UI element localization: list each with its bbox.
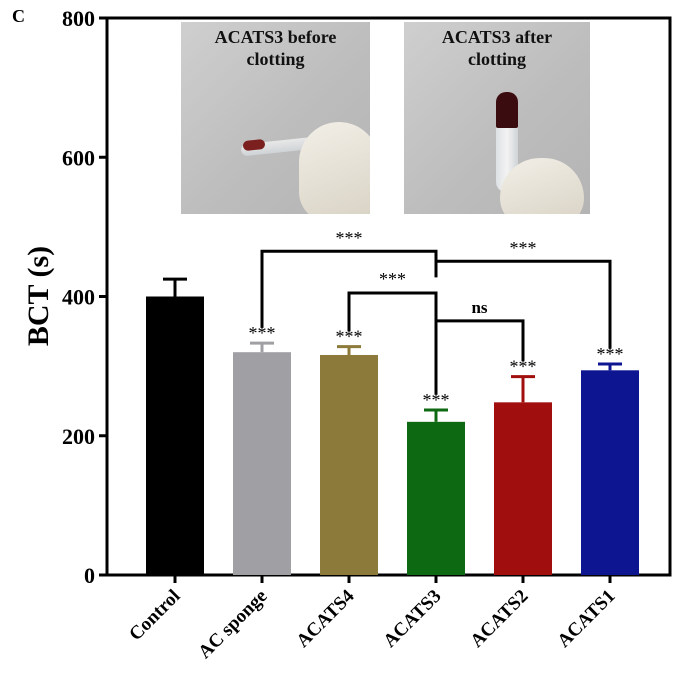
x-tick-label: ACATS1 xyxy=(553,586,619,652)
glove-hand xyxy=(500,158,584,214)
photo-caption-line2: clotting xyxy=(468,49,526,69)
photo-caption-line1: ACATS3 before xyxy=(214,27,337,47)
x-tick-label: Control xyxy=(125,586,184,645)
y-tick-label: 0 xyxy=(84,563,95,588)
bar xyxy=(233,352,291,575)
y-tick-label: 800 xyxy=(62,6,95,31)
y-tick-label: 200 xyxy=(62,424,95,449)
bracket-line xyxy=(434,319,525,395)
photo-caption-line2: clotting xyxy=(246,49,305,69)
bracket-label: *** xyxy=(336,228,363,248)
photo-before-clotting: ACATS3 before clotting xyxy=(181,22,370,214)
x-tick-label: ACATS3 xyxy=(379,586,445,652)
bar-significance-label: *** xyxy=(510,357,537,377)
bracket-label: *** xyxy=(379,269,406,289)
x-tick-label: AC sponge xyxy=(194,586,271,663)
bracket-label: *** xyxy=(510,238,537,258)
bracket-line xyxy=(434,259,612,349)
significance-brackets: *** *** *** ns xyxy=(260,228,612,395)
clotted-blood xyxy=(496,92,518,128)
bar-significance-label: *** xyxy=(423,390,450,410)
y-tick-label: 400 xyxy=(62,285,95,310)
photo-after-clotting: ACATS3 after clotting xyxy=(404,22,590,214)
bar xyxy=(407,421,465,575)
photo-caption: ACATS3 before clotting xyxy=(181,26,370,70)
y-axis-label: BCT (s) xyxy=(22,246,55,346)
bars: *** *** *** *** *** xyxy=(146,277,639,575)
panel-label: C xyxy=(12,6,25,26)
y-tick-label: 600 xyxy=(62,145,95,170)
glove-hand xyxy=(299,122,370,214)
x-tick-label: ACATS2 xyxy=(466,586,532,652)
bar-significance-label: *** xyxy=(336,327,363,347)
x-tick-label: ACATS4 xyxy=(292,585,358,651)
bar xyxy=(581,370,639,575)
bar xyxy=(146,296,204,575)
bar xyxy=(320,354,378,575)
bar xyxy=(494,402,552,575)
bar-significance-label: *** xyxy=(249,323,276,343)
photo-caption: ACATS3 after clotting xyxy=(404,26,590,70)
bracket-label: ns xyxy=(471,298,487,317)
photo-caption-line1: ACATS3 after xyxy=(441,27,553,47)
bar-significance-label: *** xyxy=(597,344,624,364)
